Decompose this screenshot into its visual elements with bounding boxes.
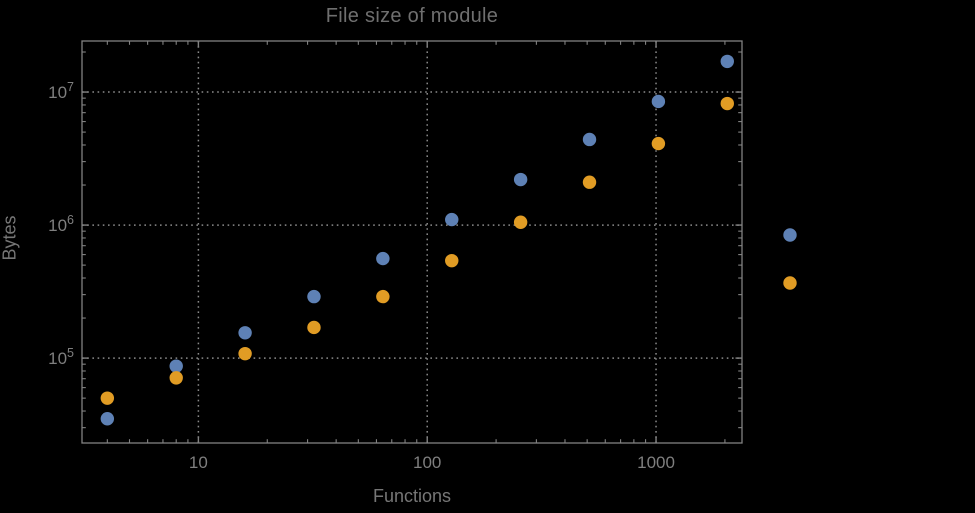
y-tick-label: 106 — [48, 213, 74, 235]
grid-lines — [82, 41, 742, 443]
data-point-orange-1024 — [651, 136, 666, 151]
x-tick-label: 100 — [413, 453, 441, 472]
y-tick-label: 107 — [48, 80, 74, 102]
x-tick-labels: 10 100 1000 — [189, 453, 675, 472]
data-point-blue-4 — [100, 412, 115, 426]
series-orange — [100, 96, 734, 405]
data-point-orange-128 — [445, 253, 459, 268]
data-point-orange-512 — [582, 175, 597, 189]
data-point-blue-32 — [307, 289, 321, 304]
data-point-orange-256 — [513, 215, 528, 229]
y-tick-labels: 105 106 107 — [48, 80, 74, 368]
y-axis-label: Bytes — [0, 215, 20, 261]
data-point-blue-64 — [376, 251, 390, 266]
data-point-orange-2048 — [720, 96, 734, 111]
x-axis-label: Functions — [372, 486, 452, 506]
chart-title: File size of module — [325, 5, 499, 27]
x-tick-label: 10 — [189, 453, 208, 472]
data-point-blue-512 — [582, 132, 597, 147]
plot-frame — [81, 40, 743, 444]
x-tick-label: 1000 — [637, 453, 675, 472]
data-point-blue-16 — [238, 326, 252, 340]
data-point-blue-1024 — [651, 94, 666, 109]
series-blue — [100, 54, 734, 426]
legend — [783, 228, 797, 290]
data-point-blue-2048 — [720, 54, 734, 69]
legend-marker-blue — [783, 228, 797, 242]
data-point-orange-8 — [169, 371, 183, 385]
data-point-blue-256 — [513, 172, 528, 187]
data-point-orange-64 — [376, 289, 390, 304]
legend-marker-orange — [783, 276, 797, 290]
data-point-orange-16 — [238, 346, 252, 361]
x-axis-ticks — [106, 41, 726, 443]
data-point-orange-4 — [100, 391, 115, 405]
data-point-blue-128 — [445, 212, 459, 227]
data-point-blue-8 — [169, 359, 183, 373]
data-point-orange-32 — [307, 320, 321, 335]
y-tick-label: 105 — [48, 346, 74, 368]
y-axis-ticks — [82, 51, 742, 429]
